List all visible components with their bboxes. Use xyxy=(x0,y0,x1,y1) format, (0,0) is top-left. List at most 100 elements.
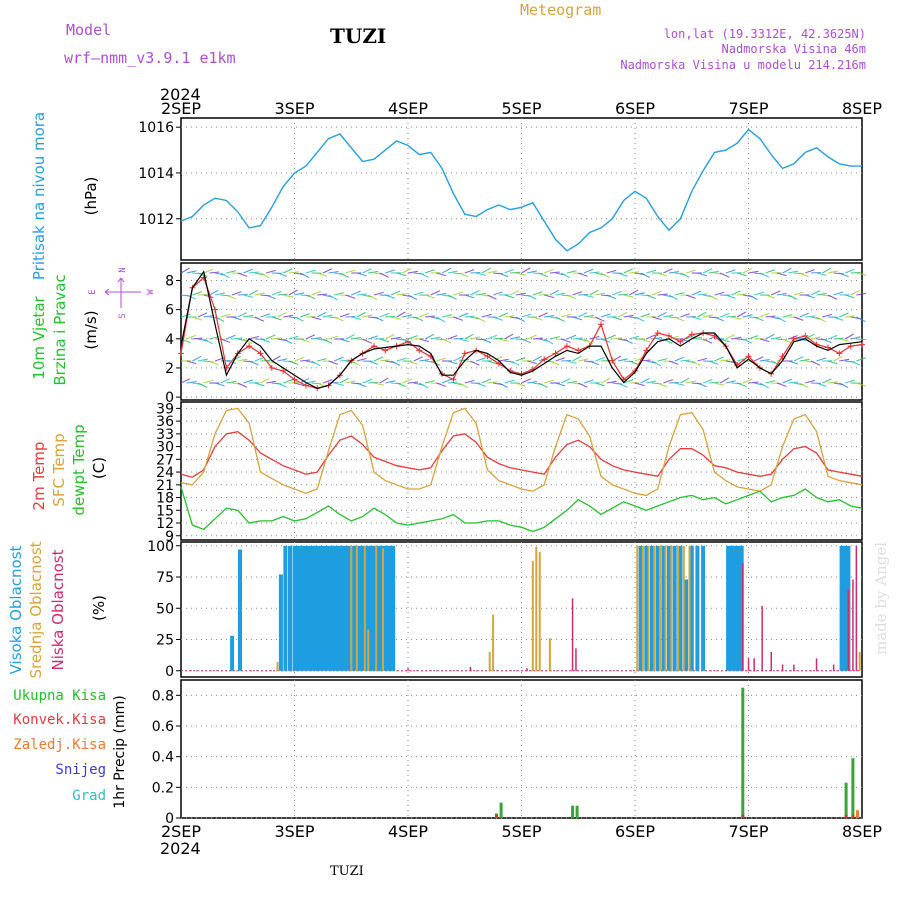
wind-barb xyxy=(634,382,645,387)
cloud-mid-bar xyxy=(858,652,861,671)
wind-barb xyxy=(793,356,804,362)
wind-barb xyxy=(725,315,736,318)
cloud-mid-bar xyxy=(670,545,673,671)
wind-barb xyxy=(243,314,254,318)
cloud-high-bar xyxy=(650,545,654,671)
wind-gust-marker xyxy=(450,376,457,383)
wind-barb xyxy=(549,360,560,366)
cloud-high-bar xyxy=(238,549,242,671)
wind-barb xyxy=(447,360,458,365)
cloud-high-bar xyxy=(678,545,683,671)
wind-barb xyxy=(402,314,413,318)
clouds-ytick-label: 50 xyxy=(156,601,174,617)
wind-barb xyxy=(396,293,407,296)
wind-barb xyxy=(515,357,526,362)
wind-barb xyxy=(317,358,328,362)
wind-barb xyxy=(566,294,577,300)
wind-barb xyxy=(856,272,867,276)
wind-barb xyxy=(651,360,662,367)
cloud-mid-bar xyxy=(488,652,491,671)
wind-barb xyxy=(475,382,486,387)
wind-barb xyxy=(419,312,429,318)
wind-barb xyxy=(430,290,441,296)
cloud-high-bar xyxy=(695,545,700,671)
wind-barb xyxy=(254,356,265,362)
wind-barb xyxy=(470,360,480,366)
cloud-high-bar xyxy=(309,545,314,671)
x-tick-label-bottom: 5SEP xyxy=(501,822,541,841)
wind-barb xyxy=(850,360,861,366)
wind-barb xyxy=(464,294,475,299)
wind-barb xyxy=(481,338,492,344)
cloud-high-bar xyxy=(391,545,396,671)
wind-barb xyxy=(555,382,566,387)
cloud-mid-bar xyxy=(355,545,358,671)
wind-barb xyxy=(351,336,362,340)
wind-barb xyxy=(379,338,390,343)
wind-barb xyxy=(458,312,469,318)
wind-barb xyxy=(475,316,486,323)
wind-barb xyxy=(214,292,226,296)
pressure-ytick-label: 1014 xyxy=(138,166,174,182)
meteogram-title: Meteogram xyxy=(520,1,601,19)
wind-barb xyxy=(424,315,436,318)
cloud-mid-bar xyxy=(682,545,685,671)
temperature-ytick-label: 21 xyxy=(156,478,174,494)
wind-barb xyxy=(549,336,560,340)
wind-barb xyxy=(810,360,821,366)
cloud-mid-bar xyxy=(531,560,534,671)
cloud-low-bar xyxy=(742,563,744,671)
wind-barb xyxy=(260,338,271,343)
wind-barb xyxy=(822,267,832,274)
wind-gust-marker xyxy=(541,356,548,363)
wind-barb xyxy=(186,334,197,340)
wind-barb xyxy=(237,382,248,388)
wind-barb xyxy=(192,316,203,321)
wind-ytick-label: 2 xyxy=(165,361,174,377)
wind-barb xyxy=(600,378,611,384)
wind-barb xyxy=(237,272,248,277)
cloud-mid-bar xyxy=(647,545,650,671)
wind-barb xyxy=(413,316,424,322)
wind-barb xyxy=(311,360,321,367)
wind-barb xyxy=(685,269,696,274)
wind-barb xyxy=(458,382,469,389)
wind-barb xyxy=(271,355,281,362)
wind-barb xyxy=(663,379,673,384)
wind-barb xyxy=(629,360,639,366)
temperature-series xyxy=(180,407,863,533)
temperature-ylabels: 2m Temp SFC Temp dewpt Temp (C) xyxy=(30,424,108,515)
wind-barb xyxy=(334,292,345,296)
wind-barb xyxy=(362,314,373,318)
wind-barb xyxy=(282,379,293,384)
wind-barb xyxy=(396,382,407,388)
wind-barb xyxy=(844,294,855,299)
wind-barb xyxy=(220,313,231,318)
wind-barb xyxy=(192,291,202,296)
cloud-high-bar xyxy=(347,545,351,671)
wind-barb xyxy=(600,359,611,362)
cloud-high-bar xyxy=(319,545,324,671)
wind-barb xyxy=(492,316,503,321)
wind-gust-marker xyxy=(609,357,616,364)
wind-barb xyxy=(708,270,719,274)
cloud-high-bar xyxy=(326,545,331,671)
x-axis-bottom: 2SEP 3SEP 4SEP 5SEP 6SEP 7SEP 8SEP xyxy=(161,822,882,841)
wind-ytick-label: 6 xyxy=(165,303,174,319)
cloud-mid-label: Srednja Oblacnost xyxy=(27,541,45,678)
precip-ytick-label: 0.4 xyxy=(152,750,174,766)
wind-barb xyxy=(827,334,838,340)
wind-barb xyxy=(719,338,730,343)
wind-barb xyxy=(566,380,577,384)
wind-barb xyxy=(527,381,538,384)
wind-barb xyxy=(651,290,662,296)
wind-barb xyxy=(668,335,679,340)
wind-barb xyxy=(833,356,843,362)
wind-barb xyxy=(759,382,769,389)
panel-wind: 0 2 4 6 8 xyxy=(165,262,863,406)
cloud-low-bar xyxy=(407,668,409,671)
wind-barb xyxy=(498,338,509,342)
wind-barb xyxy=(572,272,583,275)
wind-barb xyxy=(231,316,242,321)
wind-barb xyxy=(680,377,690,384)
